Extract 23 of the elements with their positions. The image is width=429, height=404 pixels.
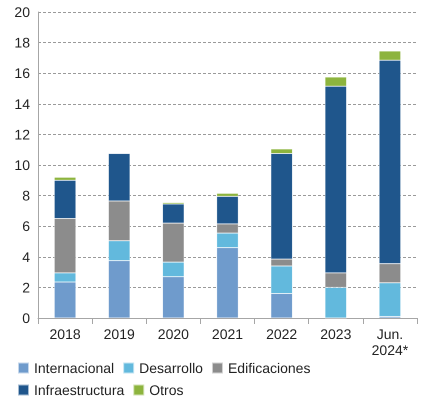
legend-label: Edificaciones (228, 360, 310, 376)
legend-label: Otros (149, 382, 184, 398)
legend-label: Internacional (34, 360, 114, 376)
x-tick-label: Jun. 2024* (372, 326, 409, 358)
y-tick-label: 16 (14, 65, 30, 82)
legend-label: Infraestructura (34, 382, 124, 398)
x-tick-label: 2023 (320, 326, 352, 342)
y-tick-label: 0 (22, 310, 30, 326)
y-tick-label: 14 (14, 96, 30, 112)
x-tick-label: 2018 (49, 326, 81, 342)
legend-label: Desarrollo (139, 360, 204, 376)
y-tick-label: 2 (22, 279, 30, 296)
y-tick-label: 8 (22, 188, 30, 204)
y-tick-label: 20 (14, 4, 30, 20)
x-tick-label: 2019 (104, 326, 135, 342)
y-tick-label: 10 (14, 157, 30, 173)
y-tick-label: 18 (14, 34, 30, 51)
y-tick-label: 4 (22, 248, 30, 265)
y-tick-label: 6 (22, 218, 30, 234)
x-tick-label: 2020 (158, 326, 190, 342)
x-tick-label: 2021 (212, 326, 244, 342)
y-tick-label: 12 (14, 126, 30, 142)
x-tick-label: 2022 (266, 326, 298, 342)
